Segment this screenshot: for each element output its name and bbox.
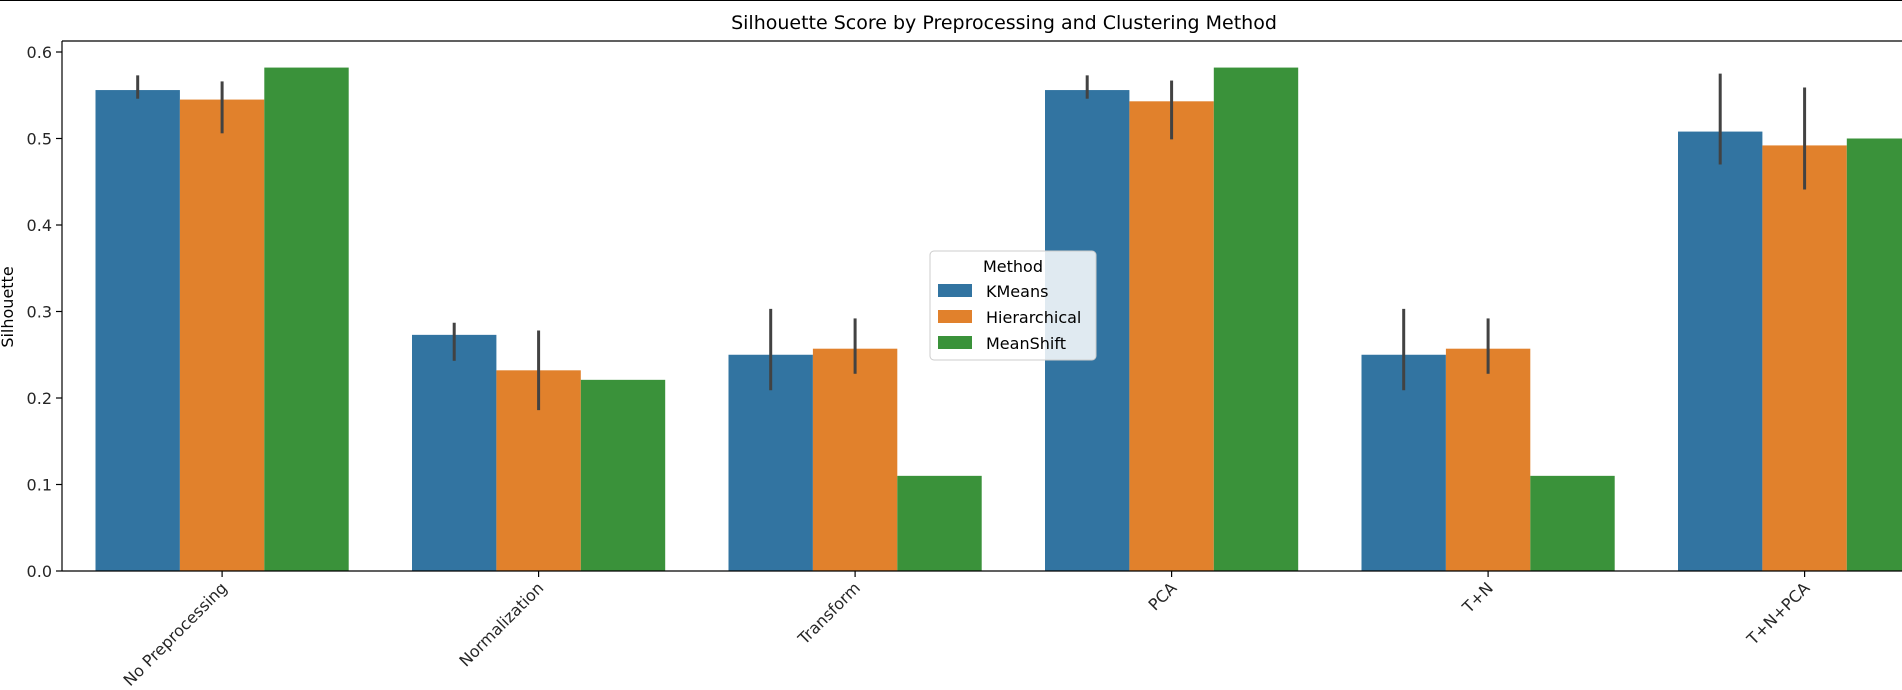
chart-title: Silhouette Score by Preprocessing and Cl… xyxy=(731,12,1277,34)
y-tick-label: 0.3 xyxy=(27,303,52,322)
bar-hierarchical-6 xyxy=(1762,145,1847,572)
y-tick-label: 0.4 xyxy=(27,216,52,235)
legend-title: Method xyxy=(983,257,1043,276)
bar-hierarchical-5 xyxy=(1445,348,1531,571)
bar-hierarchical-4 xyxy=(1129,101,1214,572)
y-tick-label: 0.5 xyxy=(27,130,52,149)
bar-meanshift-3 xyxy=(897,475,982,571)
bar-meanshift-2 xyxy=(580,379,666,571)
legend-swatch-hierarchical xyxy=(938,310,972,323)
legend-swatch-meanshift xyxy=(938,336,972,349)
y-axis: 0.0 0.1 0.2 0.3 0.4 0.5 0.6 xyxy=(27,43,62,581)
figure-top-border xyxy=(0,0,1902,1)
y-tick-label: 0.0 xyxy=(27,562,52,581)
y-tick-label: 0.1 xyxy=(27,476,52,495)
legend-label-meanshift: MeanShift xyxy=(986,334,1066,353)
y-tick-label: 0.6 xyxy=(27,43,52,62)
bar-kmeans-3 xyxy=(728,354,813,571)
bar-kmeans-2 xyxy=(412,334,497,571)
bar-meanshift-1 xyxy=(264,67,349,571)
bar-meanshift-4 xyxy=(1213,67,1299,571)
bar-meanshift-5 xyxy=(1530,475,1615,571)
legend-swatch-kmeans xyxy=(938,284,972,297)
error-bars-layer xyxy=(136,73,1807,411)
legend-label-hierarchical: Hierarchical xyxy=(986,308,1081,327)
y-tick-label: 0.2 xyxy=(27,389,52,408)
bar-kmeans-5 xyxy=(1361,354,1446,571)
y-axis-label: Silhouette xyxy=(0,266,17,347)
bar-hierarchical-1 xyxy=(179,99,265,571)
bar-kmeans-1 xyxy=(95,90,180,571)
bar-meanshift-6 xyxy=(1846,138,1902,571)
bar-hierarchical-3 xyxy=(812,348,898,571)
legend-frame xyxy=(929,250,1097,361)
legend: Method KMeans Hierarchical MeanShift xyxy=(929,250,1097,361)
legend-label-kmeans: KMeans xyxy=(986,282,1048,301)
bar-kmeans-6 xyxy=(1678,131,1763,571)
